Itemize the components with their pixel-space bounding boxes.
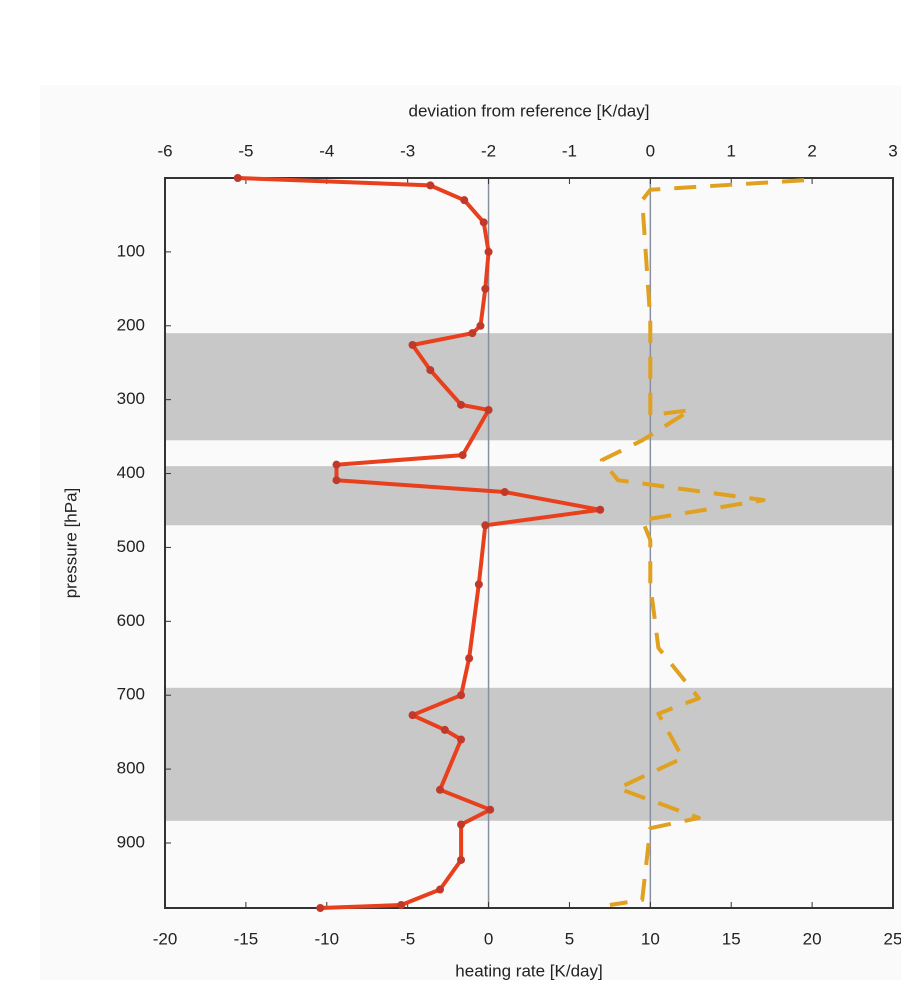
x2-tick-label: -2 [481, 141, 496, 160]
series-marker [476, 321, 485, 330]
bottom-axis-label: heating rate [K/day] [455, 961, 602, 980]
x-tick-label: 10 [641, 929, 660, 948]
series-marker [436, 885, 445, 894]
series-marker [332, 460, 341, 469]
x2-tick-label: -4 [319, 141, 334, 160]
x2-tick-label: 0 [646, 141, 655, 160]
x2-tick-label: -3 [400, 141, 415, 160]
series-marker [457, 691, 466, 700]
series-marker [233, 174, 242, 182]
series-marker [481, 284, 490, 293]
x-tick-label: -20 [153, 929, 178, 948]
y-tick-label: 200 [117, 315, 145, 334]
y-axis-label: pressure [hPa] [61, 488, 80, 599]
series-marker [316, 904, 325, 912]
series-marker [596, 505, 605, 514]
y-tick-label: 800 [117, 759, 145, 778]
shaded-band [165, 333, 893, 441]
series-marker [479, 218, 488, 227]
series-marker [468, 329, 477, 338]
x2-tick-label: 2 [807, 141, 816, 160]
series-marker [408, 711, 417, 720]
series-marker [500, 488, 509, 497]
shaded-band [165, 687, 893, 821]
series-marker [457, 400, 466, 409]
series-marker [484, 247, 493, 256]
series-marker [457, 735, 466, 744]
y-tick-label: 300 [117, 389, 145, 408]
x2-tick-label: 3 [888, 141, 897, 160]
series-marker [484, 406, 493, 415]
x-tick-label: -15 [234, 929, 259, 948]
series-marker [457, 820, 466, 829]
y-tick-label: 700 [117, 685, 145, 704]
series-marker [426, 366, 435, 375]
series-marker [474, 580, 483, 589]
y-tick-label: 400 [117, 463, 145, 482]
series-marker [481, 521, 490, 530]
x-tick-label: 15 [722, 929, 741, 948]
y-tick-label: 900 [117, 832, 145, 851]
x2-tick-label: 1 [726, 141, 735, 160]
y-tick-label: 100 [117, 241, 145, 260]
series-line [599, 178, 805, 907]
x2-tick-label: -5 [238, 141, 253, 160]
series-marker [397, 901, 406, 910]
series-marker [460, 196, 469, 205]
series-marker [486, 805, 495, 814]
series-marker [440, 725, 449, 734]
series-marker [457, 855, 466, 864]
x-tick-label: 20 [803, 929, 822, 948]
x2-tick-label: -6 [157, 141, 172, 160]
y-tick-label: 500 [117, 537, 145, 556]
series-marker [436, 785, 445, 794]
figure-background [40, 85, 901, 980]
top-axis-label: deviation from reference [K/day] [409, 101, 650, 120]
series-marker [465, 654, 474, 663]
y-tick-label: 600 [117, 611, 145, 630]
series-marker [426, 181, 435, 190]
x2-tick-label: -1 [562, 141, 577, 160]
series-marker [458, 451, 467, 460]
x-tick-label: 0 [484, 929, 493, 948]
x-tick-label: 5 [565, 929, 574, 948]
plot-frame [164, 177, 894, 909]
x-tick-label: -10 [314, 929, 339, 948]
series-marker [408, 340, 417, 349]
x-tick-label: -5 [400, 929, 415, 948]
x-tick-label: 25 [884, 929, 901, 948]
series-marker [332, 476, 341, 485]
